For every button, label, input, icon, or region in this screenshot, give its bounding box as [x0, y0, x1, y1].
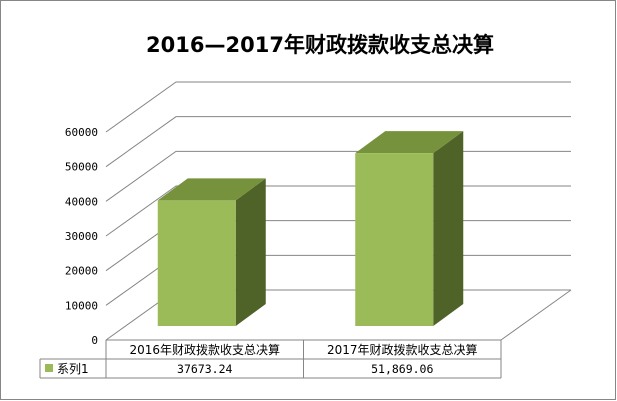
bar-side [235, 178, 266, 326]
floor-edge [500, 289, 572, 341]
bar-side [433, 131, 464, 326]
chart-title: 2016—2017年财政拨款收支总决算 [146, 33, 494, 57]
series-name: 系列1 [57, 362, 89, 376]
y-tick-label: 50000 [65, 161, 98, 174]
bar-top [157, 178, 266, 201]
y-tick-label: 30000 [65, 230, 98, 243]
y-tick-label: 40000 [65, 195, 98, 208]
gridline [105, 116, 571, 168]
y-tick-label: 0 [91, 334, 98, 347]
legend-swatch [45, 364, 53, 372]
y-axis: 0 10000 20000 30000 40000 50000 60000 [65, 126, 98, 347]
data-value: 51,869.06 [371, 362, 433, 376]
bar-top [355, 131, 464, 154]
y-tick-label: 60000 [65, 126, 98, 139]
bar [157, 200, 236, 326]
bars [157, 131, 464, 326]
bar [355, 153, 434, 326]
data-value: 37673.24 [177, 362, 232, 376]
category-label: 2016年财政拨款收支总决算 [129, 342, 280, 357]
bar-group [355, 131, 464, 326]
gridline [105, 81, 571, 133]
y-tick-label: 20000 [65, 265, 98, 278]
category-label: 2017年财政拨款收支总决算 [327, 342, 478, 357]
bar-group [157, 178, 266, 326]
y-tick-label: 10000 [65, 299, 98, 312]
